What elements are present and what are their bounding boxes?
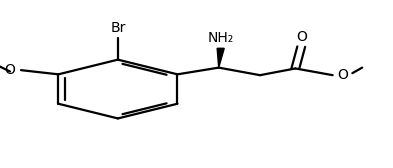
Polygon shape — [217, 48, 224, 68]
Text: O: O — [5, 63, 15, 77]
Text: O: O — [296, 30, 307, 44]
Text: Br: Br — [110, 21, 126, 35]
Text: NH₂: NH₂ — [208, 31, 234, 45]
Text: O: O — [338, 68, 348, 82]
